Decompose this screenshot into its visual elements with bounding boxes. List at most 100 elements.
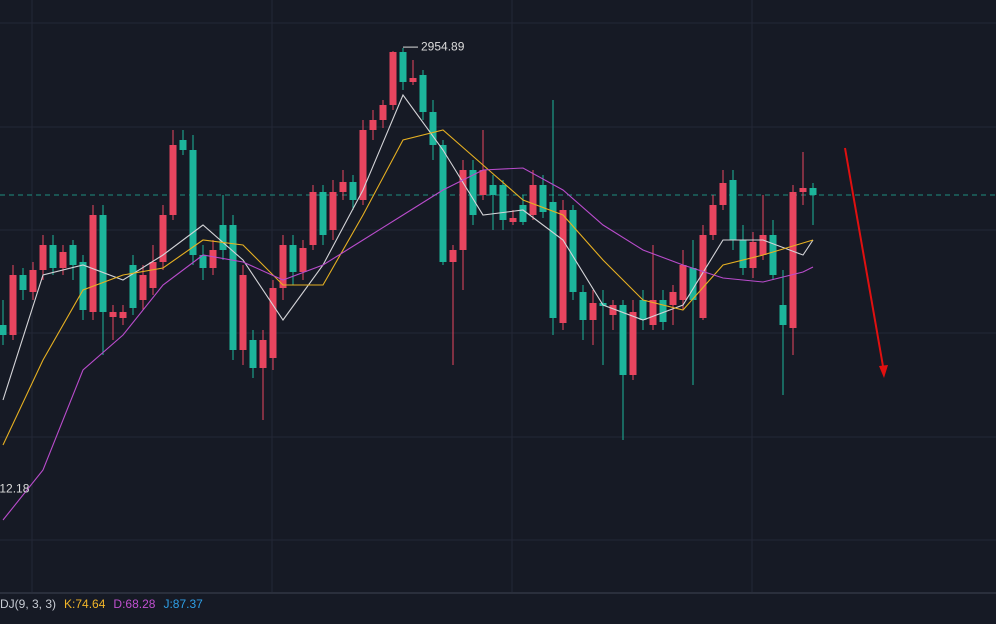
candle-body <box>799 188 807 192</box>
candle-body <box>149 262 157 288</box>
candle-body <box>169 145 177 215</box>
candle <box>419 70 427 120</box>
candle-body <box>389 52 397 105</box>
candle-body <box>589 303 597 320</box>
candle <box>249 330 257 378</box>
candle <box>29 262 37 300</box>
candle <box>219 195 227 260</box>
candle-body <box>519 205 527 222</box>
candle-body <box>449 250 457 262</box>
candle <box>449 245 457 365</box>
candle-body <box>809 188 817 195</box>
candle-body <box>109 312 117 317</box>
candle <box>469 160 477 225</box>
candle <box>0 300 7 345</box>
indicator-value: K:74.64 <box>64 597 106 611</box>
candle-body <box>329 192 337 230</box>
candle <box>529 170 537 220</box>
candle-body <box>79 262 87 310</box>
candle-body <box>569 210 577 292</box>
candle-body <box>269 288 277 358</box>
candle-body <box>139 275 147 300</box>
candle <box>379 100 387 128</box>
candle <box>619 300 627 440</box>
candle <box>429 100 437 160</box>
candle <box>279 235 287 300</box>
candle-body <box>369 120 377 130</box>
candle-body <box>759 235 767 255</box>
candle <box>119 305 127 325</box>
candle-body <box>239 275 247 350</box>
candle <box>239 265 247 365</box>
candle <box>409 60 417 85</box>
candle <box>199 245 207 280</box>
candle-body <box>439 145 447 262</box>
trend-arrow <box>844 147 888 378</box>
candle <box>729 170 737 250</box>
candle-body <box>399 52 407 82</box>
candle-body <box>289 245 297 272</box>
candle <box>129 255 137 315</box>
candle-body <box>219 225 227 250</box>
candle <box>579 285 587 340</box>
candle <box>709 195 717 240</box>
candle <box>629 300 637 380</box>
ma-line <box>2 129 814 446</box>
candle-body <box>229 225 237 350</box>
candle <box>189 135 197 265</box>
candle <box>79 255 87 320</box>
candle-body <box>0 325 7 335</box>
candle <box>319 185 327 245</box>
candle-body <box>699 235 707 318</box>
arrow-head <box>879 365 888 378</box>
candle-body <box>659 300 667 322</box>
candle-body <box>489 185 497 195</box>
candle <box>109 305 117 340</box>
candle <box>89 205 97 320</box>
candle <box>369 110 377 140</box>
candle <box>99 205 107 355</box>
candle-body <box>719 183 727 205</box>
candle <box>539 175 547 218</box>
candle-body <box>299 248 307 272</box>
candle-body <box>639 300 647 320</box>
candle-body <box>559 210 567 323</box>
candle-body <box>529 185 537 215</box>
low-label: 2912.18 <box>0 481 30 495</box>
candle <box>349 175 357 210</box>
candle-body <box>249 340 257 368</box>
candle <box>309 185 317 250</box>
candle <box>489 175 497 230</box>
candle-body <box>649 300 657 325</box>
candle-body <box>609 305 617 315</box>
candle <box>719 170 727 210</box>
indicator-value: D:68.28 <box>113 597 155 611</box>
candle <box>559 200 567 330</box>
candle <box>9 265 17 340</box>
candle <box>269 280 277 370</box>
candle <box>609 300 617 330</box>
candle-body <box>359 130 367 200</box>
candle <box>359 120 367 205</box>
candle-body <box>319 192 327 235</box>
indicator-title: KDJ(9, 3, 3) <box>0 597 56 611</box>
candle-body <box>309 192 317 245</box>
candle-body <box>409 78 417 82</box>
candle-body <box>579 292 587 320</box>
candle <box>689 240 697 385</box>
candle <box>209 240 217 275</box>
candle-body <box>779 305 787 325</box>
candle <box>329 180 337 240</box>
candle-body <box>709 205 717 235</box>
candle-body <box>669 292 677 305</box>
candle-body <box>69 245 77 265</box>
candle-body <box>209 250 217 268</box>
candle-body <box>729 180 737 240</box>
candle-body <box>499 185 507 220</box>
candle <box>739 225 747 275</box>
candle-body <box>189 150 197 255</box>
candle <box>69 240 77 280</box>
indicator-value: J:87.37 <box>163 597 203 611</box>
